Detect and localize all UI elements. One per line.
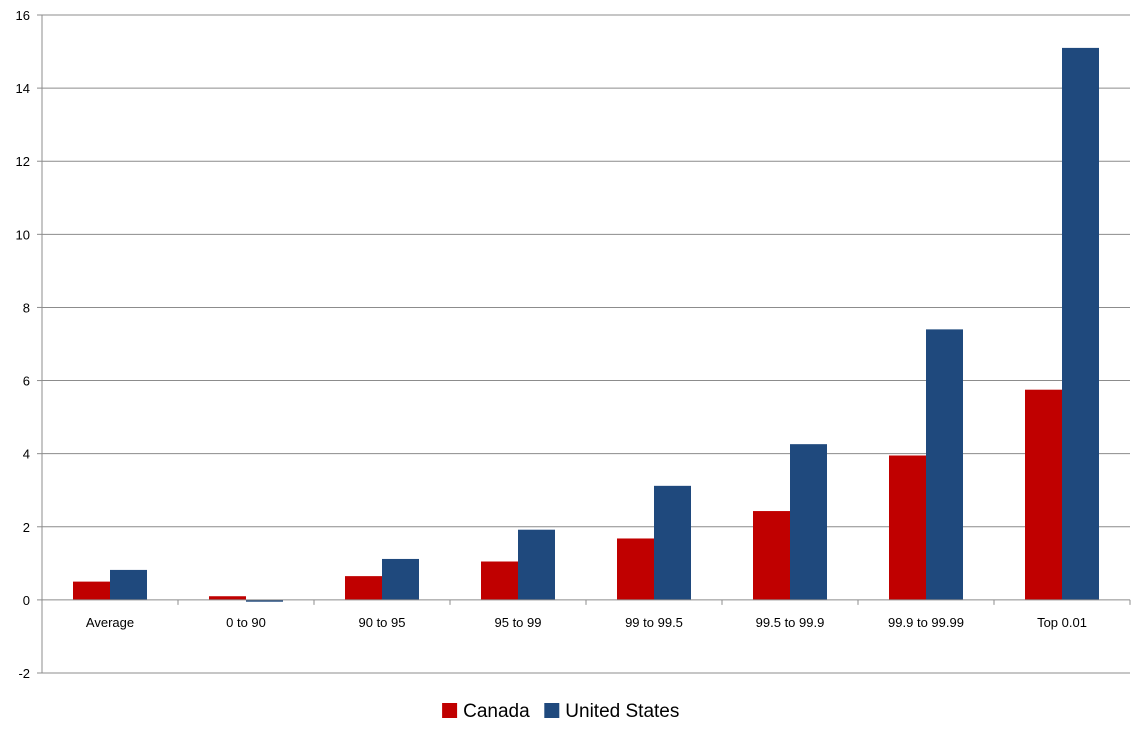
x-tick-label: 99.9 to 99.99: [888, 615, 964, 630]
bar-united-states: [518, 529, 555, 600]
y-tick-label: 14: [16, 81, 30, 96]
bar-canada: [481, 561, 518, 600]
x-tick-label: 99 to 99.5: [625, 615, 683, 630]
y-tick-label: 8: [23, 300, 30, 315]
x-axis: Average 0 to 90 90 to 95 95 to 99 99 to 99.5…: [41, 599, 1131, 630]
bar-united-states: [1062, 47, 1099, 600]
bar-canada: [209, 596, 246, 600]
y-tick-label: 10: [16, 227, 30, 242]
legend-label: United States: [565, 701, 679, 722]
bar-united-states: [926, 329, 963, 600]
bar-canada: [617, 538, 654, 600]
bar-united-states: [382, 558, 419, 600]
gridlines: [42, 14, 1130, 674]
y-tick-label: 12: [16, 154, 30, 169]
legend-swatch-united-states: [544, 703, 560, 718]
bar-canada: [753, 511, 790, 600]
bar-canada: [1025, 389, 1062, 600]
bar-united-states: [790, 444, 827, 600]
bars: [73, 47, 1099, 602]
x-tick-label: 0 to 90: [226, 615, 266, 630]
y-tick-label: -2: [18, 666, 30, 681]
y-tick-label: 6: [23, 374, 30, 389]
x-tick-label: Top 0.01: [1037, 615, 1087, 630]
y-tick-label: 16: [16, 8, 30, 23]
x-tick-label: 99.5 to 99.9: [756, 615, 825, 630]
bar-united-states: [654, 485, 691, 600]
y-tick-label: 4: [23, 447, 30, 462]
x-tick-label: Average: [86, 615, 134, 630]
y-tick-label: 0: [23, 593, 30, 608]
y-tick-label: 2: [23, 520, 30, 535]
bar-united-states: [246, 599, 283, 602]
bar-canada: [345, 576, 382, 600]
bar-canada: [889, 455, 926, 600]
legend-label: Canada: [463, 701, 530, 722]
bar-canada: [73, 581, 110, 600]
legend-swatch-canada: [442, 703, 458, 718]
x-tick-label: 95 to 99: [495, 615, 542, 630]
x-tick-label: 90 to 95: [359, 615, 406, 630]
legend: Canada United States: [442, 701, 679, 722]
bar-united-states: [110, 569, 147, 600]
y-axis: -2 0 2 4 6 8 10 12 14 16: [16, 8, 43, 681]
